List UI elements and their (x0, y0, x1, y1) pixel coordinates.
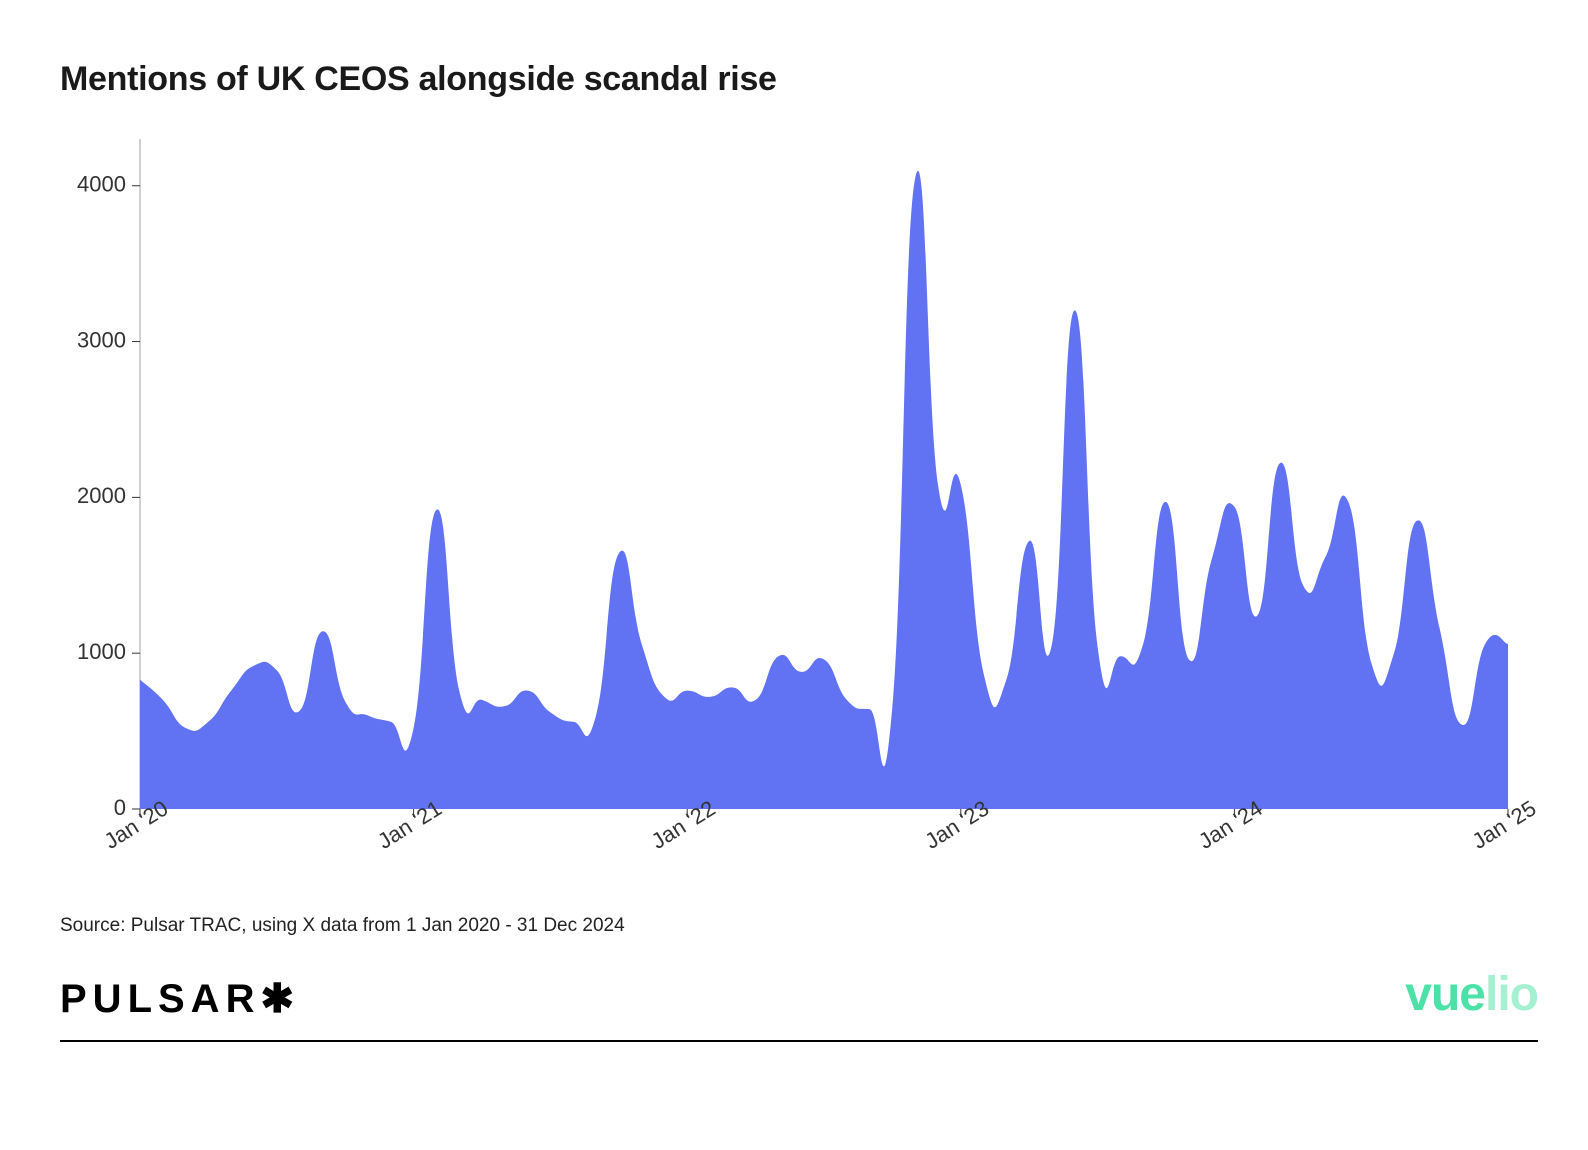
area-series (140, 171, 1508, 809)
svg-text:Jan '20: Jan '20 (100, 795, 173, 853)
source-line: Source: Pulsar TRAC, using X data from 1… (60, 915, 1538, 937)
vuelio-logo: vuelio (1405, 967, 1538, 1022)
chart-title: Mentions of UK CEOS alongside scandal ri… (60, 60, 1538, 99)
footer: PULSAR✱ vuelio (60, 967, 1538, 1042)
svg-text:4000: 4000 (77, 172, 126, 197)
svg-text:0: 0 (114, 795, 126, 820)
pulsar-logo-glyph: ✱ (260, 977, 294, 1021)
chart-container: 01000200030004000Jan '20Jan '21Jan '22Ja… (60, 129, 1538, 889)
pulsar-logo: PULSAR✱ (60, 976, 294, 1022)
vuelio-logo-part-2: lio (1485, 968, 1538, 1021)
vuelio-logo-part-1: vue (1405, 968, 1485, 1021)
svg-text:2000: 2000 (77, 483, 126, 508)
svg-text:1000: 1000 (77, 639, 126, 664)
svg-text:3000: 3000 (77, 327, 126, 352)
area-chart: 01000200030004000Jan '20Jan '21Jan '22Ja… (60, 129, 1538, 889)
pulsar-logo-text: PULSAR (60, 977, 260, 1021)
